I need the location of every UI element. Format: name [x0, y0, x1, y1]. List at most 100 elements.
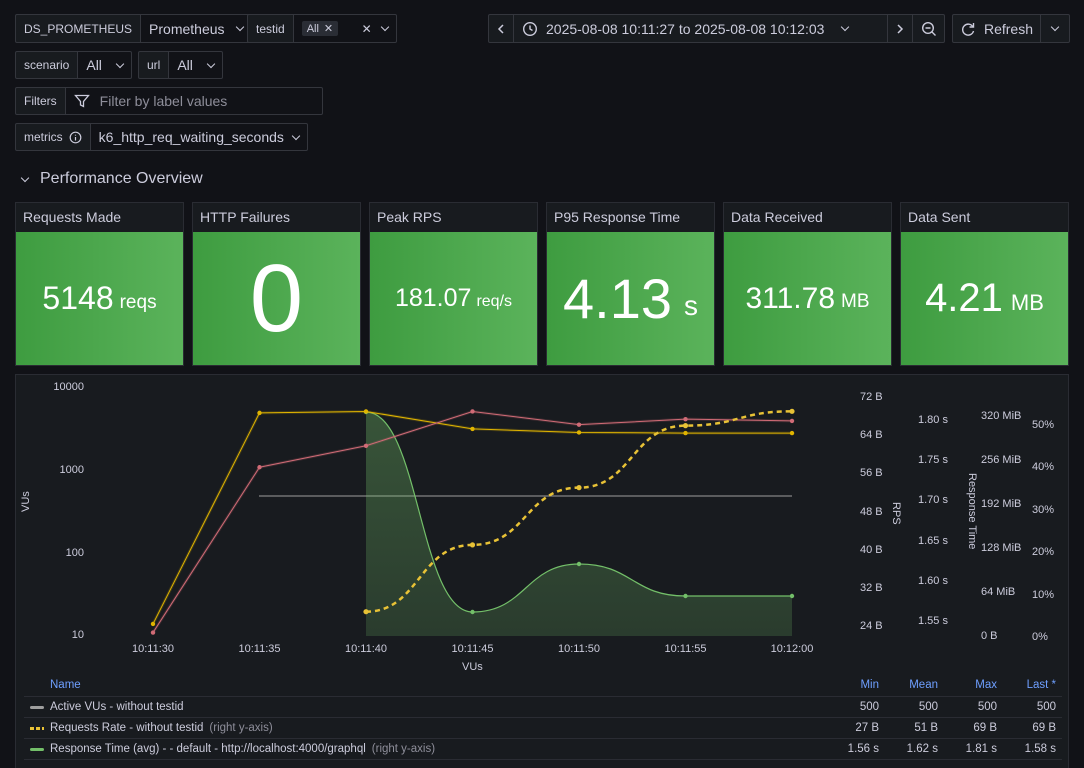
stat-title: Peak RPS: [377, 209, 442, 225]
testid-tag: All ✕: [301, 21, 339, 36]
legend-row[interactable]: Requests Rate - without testid (right y-a…: [24, 717, 1062, 738]
testid-label: testid: [247, 14, 294, 43]
response-time-point: [683, 593, 688, 599]
timeseries-panel: [15, 374, 1069, 768]
datasource-label: DS_PROMETHEUS: [15, 14, 142, 43]
response-time-area: [366, 412, 792, 636]
stat-body: 311.78 MB: [724, 232, 891, 365]
metrics-label: metrics: [24, 130, 63, 144]
stat-panel-p95[interactable]: P95 Response Time 4.13 s: [546, 202, 715, 366]
filters-label: Filters: [15, 87, 66, 115]
testid-variable: testid All ✕ ✕: [247, 14, 397, 43]
time-back-button[interactable]: [488, 14, 514, 43]
legend-col-min[interactable]: Min: [860, 679, 879, 691]
legend-header: Name Min Mean Max Last *: [24, 676, 1062, 694]
tag-remove-icon[interactable]: ✕: [323, 23, 334, 35]
series-mean: 1.62 s: [906, 743, 938, 755]
scenario-select[interactable]: All: [78, 51, 133, 79]
info-icon[interactable]: [69, 131, 82, 144]
clock-icon: [522, 21, 538, 36]
refresh-button[interactable]: Refresh: [952, 14, 1041, 43]
response-time-point: [576, 561, 582, 567]
requests-rate-point: [363, 609, 369, 615]
legend-col-name[interactable]: Name: [50, 679, 81, 691]
metrics-select[interactable]: k6_http_req_waiting_seconds: [90, 123, 308, 151]
response-time-point: [789, 593, 795, 599]
requests-rate-point: [682, 423, 689, 429]
stat-value: 311.78: [745, 281, 836, 315]
stat-panel-data-sent[interactable]: Data Sent 4.21 MB: [900, 202, 1069, 366]
series-name: Requests Rate - without testid: [50, 722, 204, 734]
series-point: [789, 418, 795, 424]
chevron-left-icon: [497, 23, 504, 34]
legend-col-mean[interactable]: Mean: [909, 679, 938, 691]
filters-placeholder: Filter by label values: [99, 93, 228, 109]
stat-value: 5148: [42, 280, 114, 316]
series-point: [683, 416, 688, 422]
series-point: [150, 621, 156, 627]
series-swatch: [30, 747, 44, 751]
stat-panel-failures[interactable]: HTTP Failures 0: [192, 202, 361, 366]
refresh-interval-button[interactable]: [1040, 14, 1070, 43]
stat-title: Data Received: [731, 209, 823, 225]
series-max: 500: [977, 701, 997, 713]
stat-panel-requests[interactable]: Requests Made 5148 reqs: [15, 202, 184, 366]
filters-variable: Filters Filter by label values: [15, 87, 323, 115]
stat-unit: MB: [1010, 289, 1044, 315]
stat-panel-data-received[interactable]: Data Received 311.78 MB: [723, 202, 892, 366]
time-range-text: 2025-08-08 10:11:27 to 2025-08-08 10:12:…: [546, 20, 825, 37]
clear-icon[interactable]: ✕: [361, 21, 372, 36]
testid-select[interactable]: All ✕ ✕: [293, 14, 397, 43]
series-last: 69 B: [1032, 722, 1056, 734]
series-swatch: [30, 705, 44, 709]
series-point: [363, 409, 369, 414]
datasource-variable: DS_PROMETHEUS Prometheus: [15, 14, 253, 43]
series-last: 500: [1036, 701, 1056, 713]
legend-col-last[interactable]: Last *: [1026, 679, 1056, 691]
scenario-label: scenario: [15, 51, 79, 79]
requests-rate-line: [365, 410, 793, 613]
stat-body: 4.13 s: [547, 232, 714, 365]
stat-body: 0: [193, 232, 360, 365]
datasource-select[interactable]: Prometheus: [141, 14, 253, 43]
series-point: [576, 430, 582, 435]
stat-unit: req/s: [476, 292, 513, 310]
stat-unit: s: [684, 289, 698, 321]
time-range-picker[interactable]: 2025-08-08 10:11:27 to 2025-08-08 10:12:…: [513, 14, 888, 43]
legend-col-max[interactable]: Max: [975, 679, 997, 691]
stat-unit: reqs: [119, 291, 157, 313]
stat-value: 0: [249, 244, 304, 352]
x-axis-label: VUs: [462, 661, 483, 673]
series-min: 27 B: [855, 722, 879, 734]
filter-icon: [73, 94, 90, 108]
y-axis-label-rps: RPS: [890, 502, 902, 525]
legend-row[interactable]: [24, 759, 1062, 768]
series-swatch: [30, 726, 44, 730]
vus-line: [152, 410, 792, 625]
legend-row[interactable]: Response Time (avg) - - default - http:/…: [24, 738, 1062, 759]
refresh-icon: [961, 22, 975, 36]
stat-value: 4.13: [563, 267, 672, 330]
url-select[interactable]: All: [169, 51, 224, 79]
stat-unit: MB: [841, 290, 870, 312]
stat-title: Data Sent: [908, 209, 971, 225]
stat-title: HTTP Failures: [200, 209, 290, 225]
series-point: [470, 426, 475, 432]
stat-panel-peak-rps[interactable]: Peak RPS 181.07 req/s: [369, 202, 538, 366]
requests-rate-point: [789, 408, 795, 414]
url-value: All: [177, 57, 193, 73]
row-title: Performance Overview: [40, 170, 203, 187]
refresh-label: Refresh: [983, 20, 1034, 37]
series-glow: [151, 409, 792, 625]
series-point: [789, 430, 795, 436]
zoom-out-icon: [921, 21, 936, 36]
legend-row[interactable]: Active VUs - without testid 500 500 500 …: [24, 696, 1062, 717]
filters-input[interactable]: Filter by label values: [65, 87, 323, 115]
series-max: 69 B: [973, 722, 997, 734]
series-min: 500: [859, 701, 879, 713]
zoom-out-button[interactable]: [912, 14, 945, 43]
url-variable: url All: [138, 51, 224, 79]
response-time-point: [470, 609, 475, 615]
row-header[interactable]: Performance Overview: [20, 170, 203, 188]
